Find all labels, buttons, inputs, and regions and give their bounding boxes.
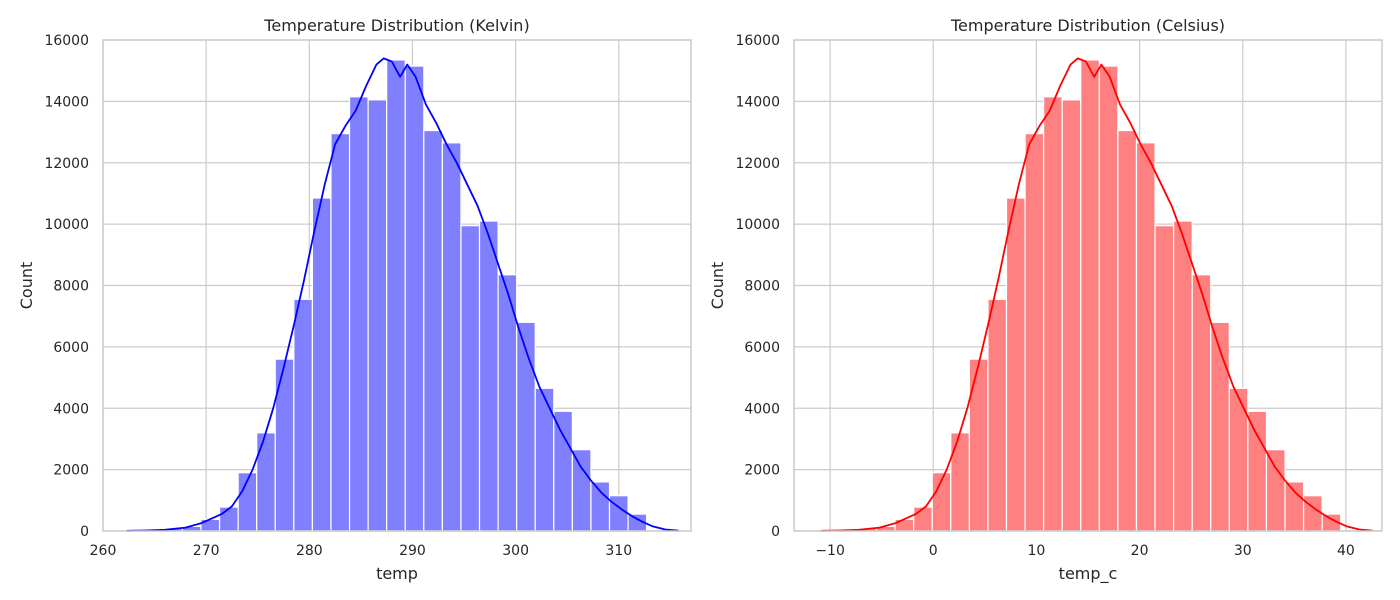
kelvin-histogram-bar [553,410,573,532]
celsius-x-tick-label: 40 [1337,543,1355,559]
celsius-y-axis-label: Count [708,262,727,310]
kelvin-histogram-bar [608,495,629,532]
kelvin-kde-line [126,57,679,532]
kelvin-histogram-bar [367,99,388,532]
celsius-kde-line [820,57,1373,532]
celsius-x-tick-label: 30 [1234,543,1252,559]
kelvin-chart-title: Temperature Distribution (Kelvin) [263,16,529,35]
celsius-x-tick-label: 10 [1028,543,1046,559]
celsius-y-tick-label: 16000 [735,33,780,49]
celsius-histogram-bar [1080,59,1100,532]
celsius-histogram-bar [1061,99,1082,532]
kelvin-histogram-bar [571,449,592,532]
celsius-y-tick-label: 14000 [735,94,780,110]
kelvin-plot-frame [102,39,692,532]
celsius-histogram-bar [913,506,933,532]
celsius-bars [820,59,1342,532]
kelvin-histogram-bar [218,506,239,532]
celsius-histogram-bar [1117,129,1138,532]
celsius-y-tick-label: 4000 [744,401,780,417]
celsius-x-axis-label: temp_c [1059,564,1118,584]
celsius-plot-frame [793,39,1383,532]
kelvin-x-tick-label: 280 [296,543,323,559]
kelvin-x-tick-label: 310 [605,543,632,559]
kelvin-histogram-bar [516,321,536,532]
kelvin-x-tick-label: 290 [399,543,426,559]
celsius-x-tick-label: −10 [815,543,845,559]
celsius-histogram-bar [968,358,989,532]
celsius-y-tick-label: 8000 [744,279,780,295]
kelvin-histogram-bar [590,481,611,532]
kelvin-histogram-bar [274,358,295,532]
kelvin-y-tick-label: 6000 [53,340,89,356]
kelvin-y-tick-label: 12000 [44,156,89,172]
kelvin-bars [126,59,648,532]
celsius-histogram-bar [1265,449,1286,532]
kelvin-y-tick-label: 16000 [44,33,89,49]
kelvin-histogram-panel: 260 270 280 290 300 310 0 2000 4000 6000 8000 10000… [17,16,692,583]
celsius-histogram-bar [1135,142,1156,532]
kelvin-histogram-bar [330,132,351,532]
celsius-y-tick-label: 6000 [744,340,780,356]
celsius-y-tick-label: 2000 [744,463,780,479]
kelvin-y-tick-label: 10000 [44,217,89,233]
kelvin-y-tick-label: 4000 [53,401,89,417]
kelvin-histogram-bar [348,96,369,532]
kelvin-y-axis-label: Count [17,262,36,310]
kelvin-histogram-bar [423,129,443,532]
celsius-histogram-bar [987,298,1008,532]
kelvin-y-tick-label: 14000 [44,94,89,110]
celsius-y-tick-label: 0 [771,524,780,540]
celsius-histogram-bar [950,432,970,532]
celsius-x-tick-label: 0 [929,543,938,559]
celsius-chart-title: Temperature Distribution (Celsius) [950,16,1225,35]
celsius-histogram-bar [1043,96,1063,532]
celsius-x-tick-label: 20 [1131,543,1149,559]
kelvin-x-tick-label: 260 [90,543,117,559]
kelvin-x-tick-label: 300 [502,543,529,559]
celsius-histogram-bar [1024,132,1045,532]
celsius-histogram-bar [1154,225,1175,532]
celsius-histogram-bar [1247,410,1268,532]
celsius-histogram-bar [1210,321,1230,532]
celsius-histogram-bar [1284,481,1305,532]
kelvin-y-tick-label: 8000 [53,279,89,295]
kelvin-histogram-bar [311,197,332,532]
kelvin-x-axis-label: temp [376,564,418,583]
celsius-histogram-bar [1005,197,1026,532]
kelvin-x-tick-label: 270 [193,543,220,559]
celsius-y-tick-label: 10000 [735,217,780,233]
celsius-histogram-bar [1098,65,1119,532]
kelvin-histogram-bar [478,220,499,532]
kelvin-y-tick-label: 0 [80,524,89,540]
celsius-histogram-bar [1302,495,1323,532]
celsius-histogram-bar [1173,220,1193,532]
kelvin-histogram-bar [386,59,406,532]
kelvin-histogram-bar [256,432,276,532]
celsius-y-tick-label: 12000 [735,156,780,172]
kelvin-histogram-bar [441,142,462,532]
kelvin-histogram-bar [404,65,425,532]
kelvin-histogram-bar [293,298,314,532]
kelvin-histogram-bar [460,225,481,532]
kelvin-y-tick-label: 2000 [53,463,89,479]
celsius-histogram-panel: −10 0 10 20 30 40 0 2000 4000 6000 8000 10000 12000 1… [708,16,1383,584]
